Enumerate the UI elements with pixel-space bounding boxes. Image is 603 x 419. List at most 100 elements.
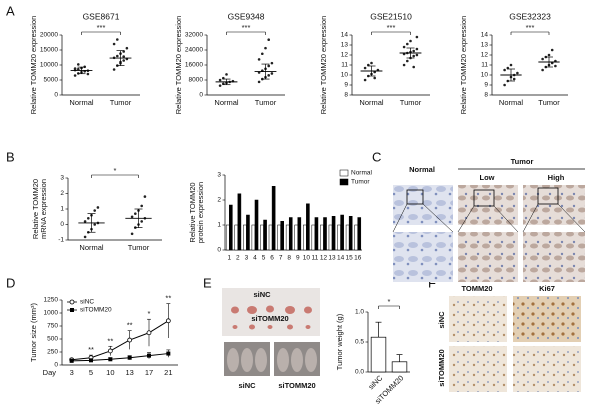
data-point [415, 35, 419, 39]
data-point [83, 220, 87, 223]
x-tick-label: 14 [337, 255, 345, 262]
y-tick-label: 15000 [40, 47, 58, 54]
panel-label: C [372, 149, 381, 164]
bar [234, 224, 239, 251]
data-point [503, 83, 506, 87]
x-tick-label: Tumor [128, 243, 150, 252]
y-axis-label: Relative TOMM20 expression [174, 16, 183, 115]
data-point [73, 74, 77, 77]
bar [280, 221, 284, 251]
y-tick-label: 1 [217, 222, 221, 229]
data-point [218, 78, 222, 82]
bar [328, 224, 333, 251]
data-point [77, 63, 80, 66]
significance: *** [97, 23, 106, 32]
y-tick-label: 8 [344, 92, 348, 99]
chart-title: GSE21510 [370, 11, 412, 21]
ihc-image [449, 346, 507, 392]
y-tick-label: 1 [60, 206, 64, 213]
bar [345, 224, 350, 251]
data-point [402, 63, 406, 67]
ihc-image [513, 346, 581, 392]
y-tick-label: 16000 [185, 62, 203, 69]
data-point [554, 64, 557, 68]
marker [146, 330, 152, 336]
y-tick-label: 2 [217, 197, 221, 204]
row-label: siTOMM20 [437, 349, 446, 386]
data-point [506, 66, 510, 70]
y-axis-label: Relative TOMM20 [31, 179, 40, 239]
x-tick-label: Tumor [400, 98, 422, 107]
column-header: Low [480, 173, 495, 182]
column-header: TOMM20 [461, 284, 492, 293]
legend-label: Normal [351, 170, 373, 177]
legend-label: Tumor [351, 179, 370, 186]
x-tick-label: Tumor [538, 98, 560, 107]
bar [337, 224, 341, 251]
y-tick-label: 11 [481, 62, 488, 69]
bar [297, 217, 302, 251]
data-point [225, 73, 228, 76]
y-tick-label: 12 [341, 52, 349, 59]
data-point [140, 220, 143, 223]
x-tick-label: 10 [106, 368, 114, 377]
data-point [363, 78, 367, 82]
chart-title: GSE8671 [83, 11, 120, 21]
x-tick-label: 4 [253, 255, 257, 262]
y-tick-label: 12 [481, 52, 489, 59]
y-tick-label: 8 [484, 92, 488, 99]
significance: *** [242, 23, 251, 32]
y-tick-label: 10000 [40, 62, 58, 69]
y-tick-label: 0 [54, 92, 58, 99]
data-point [116, 54, 119, 58]
y-tick-label: 2 [60, 190, 64, 197]
bar [354, 224, 358, 251]
y-tick-label: 13 [481, 42, 489, 49]
x-tick-label: 3 [245, 255, 249, 262]
y-tick-label: 0 [199, 92, 203, 99]
y-tick-label: 11 [341, 62, 348, 69]
y-tick-label: 1.0 [355, 309, 364, 316]
significance: ** [107, 336, 113, 345]
data-point [87, 217, 90, 220]
data-point [122, 59, 125, 62]
data-point [143, 195, 147, 198]
data-point [93, 209, 96, 212]
row-label: siNC [437, 311, 446, 329]
photo-label: siTOMM20 [251, 314, 288, 323]
tumors [231, 305, 312, 330]
bar [323, 217, 327, 251]
data-point [86, 72, 90, 76]
y-tick-label: 0 [217, 247, 221, 254]
data-point [541, 57, 544, 61]
bar [243, 224, 247, 251]
column-header: Ki67 [539, 284, 555, 293]
y-tick-label: 10 [341, 72, 349, 79]
y-tick-label: 750 [47, 323, 58, 330]
y-tick-label: 1000 [44, 310, 59, 317]
y-tick-label: 500 [47, 336, 58, 343]
data-point [218, 84, 222, 87]
data-point [363, 66, 367, 70]
x-tick-label: siNC [366, 373, 384, 391]
significance: * [148, 309, 151, 318]
bar [294, 224, 299, 251]
x-tick-label: 7 [279, 255, 283, 262]
x-tick-label: 5 [89, 368, 93, 377]
significance: * [388, 297, 391, 306]
data-point [73, 67, 77, 70]
chart-title: GSE32323 [509, 11, 551, 21]
marker [89, 358, 93, 363]
histology-image [523, 232, 585, 282]
zoom-line [392, 203, 408, 233]
x-tick-label: 17 [145, 368, 153, 377]
y-tick-label: 10 [481, 72, 489, 79]
y-tick-label: 9 [484, 82, 488, 89]
y-tick-label: 5000 [44, 77, 59, 84]
y-axis-label: Relative TOMM20 [188, 182, 197, 242]
x-tick-label: 5 [262, 255, 266, 262]
y-axis-label: Relative TOMM20 expression [319, 16, 328, 115]
bar [370, 336, 387, 373]
marker [165, 318, 171, 324]
y-axis-label: protein expression [196, 182, 205, 243]
